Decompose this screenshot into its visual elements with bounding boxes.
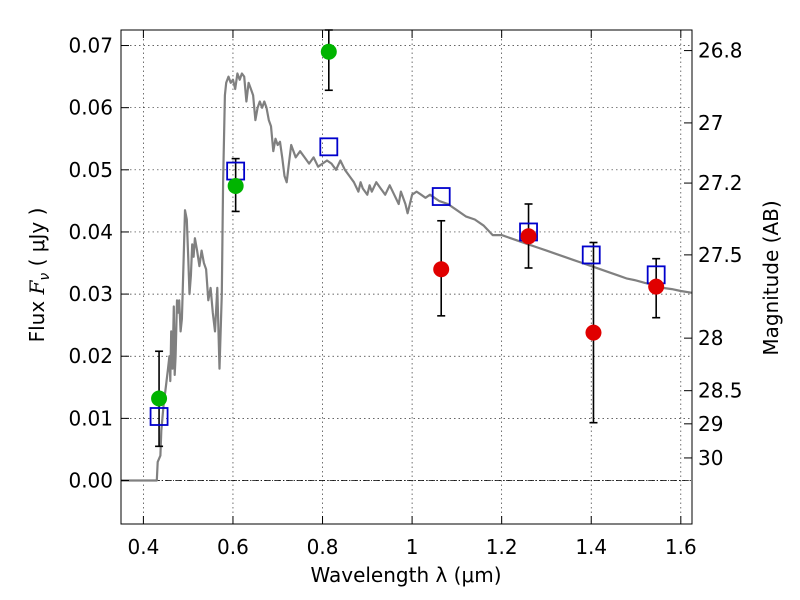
- magnitude-tick-labels: 26.8 27 27.2 27.5 28 28.5 29 30: [698, 39, 743, 470]
- magnitude-tick-label: 28.5: [698, 379, 743, 403]
- grid-lines: [121, 30, 692, 524]
- y-axis-label-unit: ( μJy ): [25, 208, 49, 273]
- model-photometry-point: [581, 245, 601, 265]
- observed-point-green: [320, 43, 337, 60]
- x-tick-labels: 0.4 0.6 0.8 1 1.2 1.4 1.6: [127, 535, 696, 559]
- y-tick-label: 0.05: [68, 158, 113, 182]
- y-tick-labels: 0.00 0.01 0.02 0.03 0.04 0.05 0.06 0.07: [68, 34, 113, 493]
- model-sed-series: [121, 72, 693, 482]
- y-tick-label: 0.00: [68, 469, 113, 493]
- y-tick-label: 0.06: [68, 96, 113, 120]
- magnitude-tick-label: 27.2: [698, 171, 743, 195]
- observed-point-green: [227, 177, 244, 194]
- x-tick-label: 1: [406, 535, 419, 559]
- observed-point-green: [151, 390, 168, 407]
- x-tick-label: 0.8: [307, 535, 339, 559]
- y-tick-label: 0.04: [68, 220, 113, 244]
- error-bars: [155, 29, 661, 448]
- x-tick-label: 1.4: [575, 535, 607, 559]
- x-tick-label: 1.6: [665, 535, 697, 559]
- observed-point-red: [520, 228, 537, 245]
- model-photometry-point: [319, 137, 339, 157]
- model-sed-line: [121, 72, 693, 482]
- x-tick-label: 0.4: [127, 535, 159, 559]
- observed-point-red: [433, 261, 450, 278]
- x-tick-label: 0.6: [217, 535, 249, 559]
- y-tick-label: 0.07: [68, 34, 113, 58]
- observed-photometry-series: [151, 43, 665, 407]
- y-tick-label: 0.01: [68, 406, 113, 430]
- y-tick-label: 0.02: [68, 344, 113, 368]
- y-tick-label: 0.03: [68, 282, 113, 306]
- x-tick-label: 1.2: [486, 535, 518, 559]
- plot-frame: [120, 29, 693, 525]
- model-photometry-point: [431, 187, 451, 206]
- magnitude-tick-label: 27.5: [698, 243, 743, 267]
- y-axis-label-subscript: ν: [37, 273, 53, 281]
- y2-axis-label: Magnitude (AB): [759, 200, 783, 355]
- magnitude-tick-label: 28: [698, 326, 723, 350]
- observed-point-red: [585, 324, 602, 341]
- magnitude-tick-label: 29: [698, 412, 723, 436]
- y-axis-label-prefix: Flux: [25, 294, 49, 342]
- magnitude-tick-label: 30: [698, 446, 723, 470]
- x-axis-label: Wavelength λ (μm): [310, 563, 501, 587]
- y-axis-label: Flux Fν ( μJy ): [25, 208, 53, 343]
- axis-ticks: [121, 30, 692, 524]
- model-photometry-point: [149, 407, 169, 426]
- y-axis-label-symbol: F: [25, 279, 49, 295]
- model-photometry-series: [149, 137, 666, 426]
- magnitude-tick-label: 26.8: [698, 39, 743, 63]
- observed-point-red: [648, 278, 665, 295]
- magnitude-tick-label: 27: [698, 111, 723, 135]
